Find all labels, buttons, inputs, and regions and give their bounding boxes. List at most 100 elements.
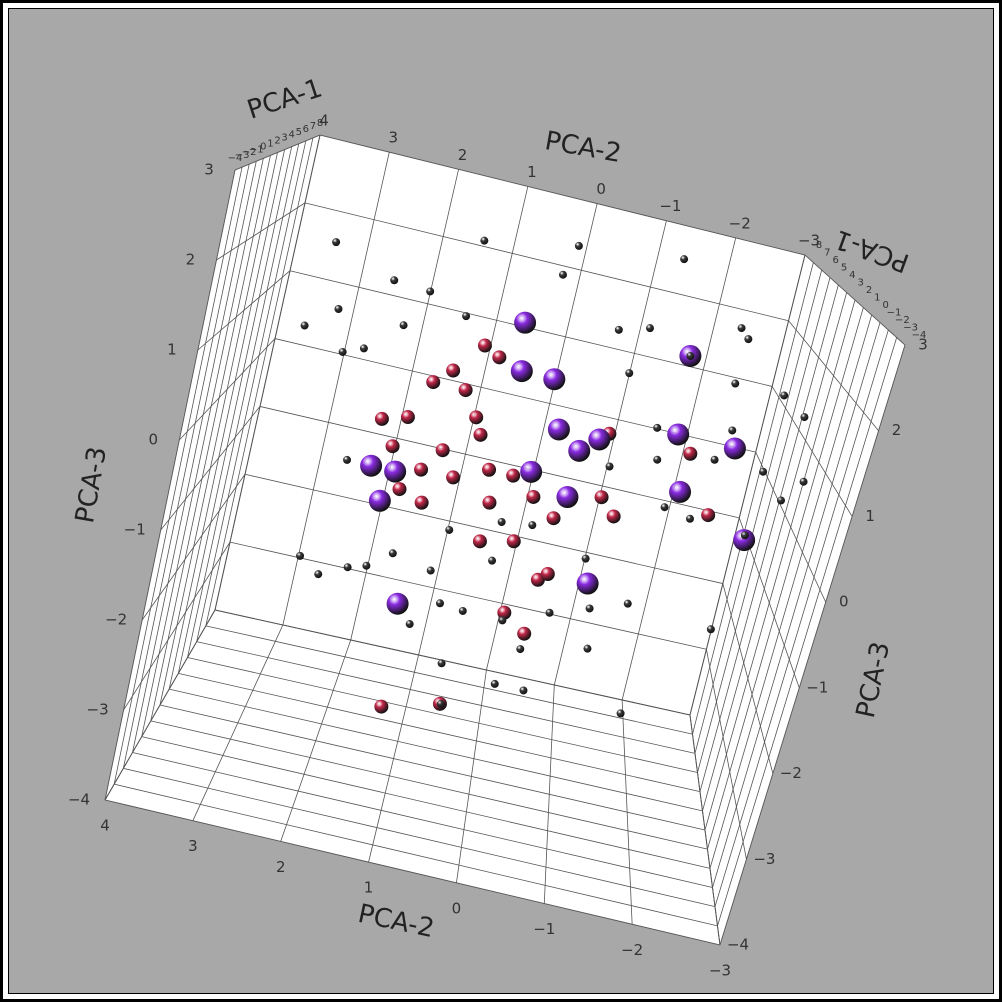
point [520,460,543,483]
point [744,335,753,344]
point [516,645,525,654]
grid-line [187,143,300,658]
grid-line [486,203,598,671]
point [653,455,662,464]
point [343,563,352,572]
point [625,369,634,378]
point [517,626,532,641]
point [558,270,567,279]
tick-label: 2 [186,251,196,269]
point [482,462,497,477]
point [343,455,352,464]
grid-line [104,169,236,801]
point [568,439,591,462]
point [490,679,499,688]
tick-label: 8 [317,118,323,129]
point [545,608,554,617]
tick-label: −3 [709,962,731,980]
tick-label: −4 [228,153,243,164]
grid-line [169,688,703,812]
point [519,686,528,695]
tick-label: 2 [274,136,280,147]
tick-label: −1 [249,144,264,155]
grid-line [141,736,711,869]
grid-line [196,641,696,754]
tick-label: −4 [912,330,927,341]
tick-label: 3 [857,278,863,289]
point [300,321,309,330]
point [777,496,786,505]
point [497,518,506,527]
point [426,287,435,296]
grid-line [304,202,789,322]
point [653,423,662,432]
tick-label: −3 [753,850,775,868]
tick-label: 4 [849,270,855,281]
point [435,599,444,608]
tick-label: −1 [806,678,828,696]
tick-label: 3 [204,161,214,179]
point [482,495,497,510]
point [458,383,473,398]
tick-label: −1 [659,197,681,215]
grid-line [697,277,831,773]
grid-line [123,767,716,908]
tick-label: 0 [596,180,606,198]
grid-line [717,337,898,926]
point [296,551,305,560]
point [506,468,521,483]
point [414,462,429,477]
grid-line [141,158,264,737]
grid-line [699,284,839,792]
tick-label: −1 [124,521,146,539]
point [435,443,450,458]
point [574,241,583,250]
grid-line [704,299,856,831]
point [616,709,625,718]
tick-label: 5 [841,263,847,274]
tick-label: −4 [727,936,749,954]
tick-label: 1 [167,341,177,359]
point [686,351,695,360]
point [446,363,461,378]
point [498,616,507,625]
grid-line [132,161,257,753]
point [737,324,746,333]
point [800,413,809,422]
point [334,304,343,313]
point [510,360,533,383]
grid-line [168,149,285,690]
point [314,570,323,579]
tick-label: 0 [149,431,159,449]
point [733,529,756,552]
grid-line [214,609,691,716]
point [338,347,347,356]
grid-line [159,152,278,706]
point [547,418,570,441]
grid-line [719,344,906,946]
point [669,480,692,503]
point [446,470,461,485]
grid-line [159,704,706,831]
point [386,592,409,615]
grid-line [350,169,459,641]
point [614,325,623,334]
tick-label: −2 [621,941,643,959]
tick-label: 0 [882,300,888,311]
grid-line [122,164,250,769]
point [646,324,655,333]
grid-line [214,134,321,611]
grid-line [150,720,708,850]
point [497,605,512,620]
point [399,321,408,330]
tick-label: −2 [242,147,257,158]
point [606,509,621,524]
tick-label: −2 [895,315,910,326]
tick-label: 1 [865,507,875,525]
point [731,379,740,388]
tick-label: 2 [866,285,872,296]
grid-line [244,473,723,584]
point [556,486,579,509]
tick-label: −2 [729,214,751,232]
